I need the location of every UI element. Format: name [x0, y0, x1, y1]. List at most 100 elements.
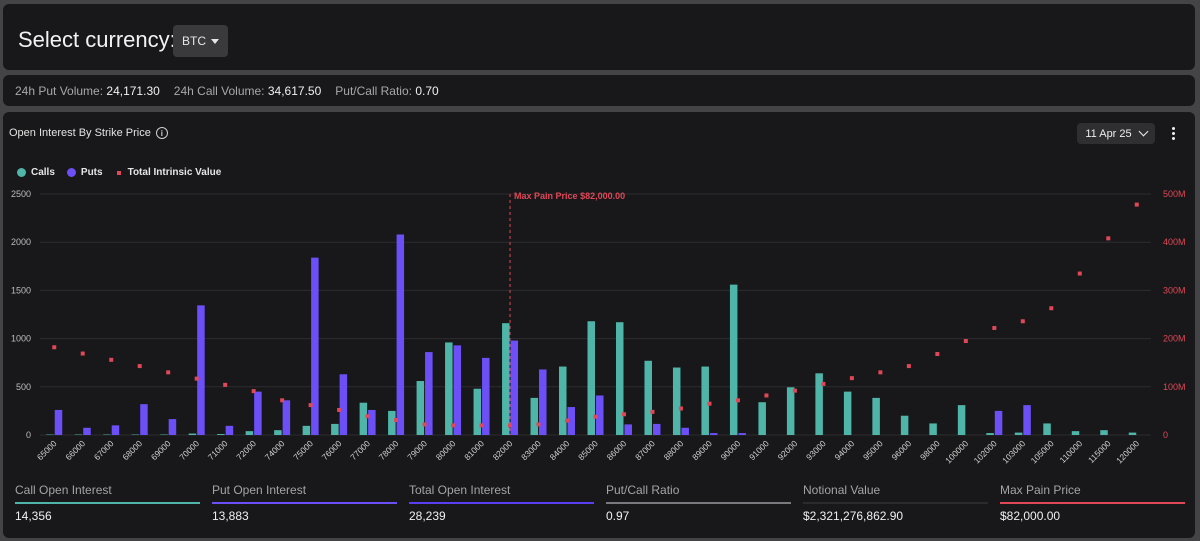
- call-bar: [502, 323, 510, 435]
- put-bar: [282, 400, 291, 435]
- call-bar: [1128, 432, 1137, 435]
- x-tick-label: 81000: [462, 438, 486, 462]
- intrinsic-point: [792, 388, 797, 393]
- call-bar: [473, 388, 482, 435]
- intrinsic-point: [678, 406, 683, 411]
- intrinsic-point: [52, 345, 57, 350]
- call-bar: [388, 410, 396, 435]
- call-bar: [445, 342, 453, 435]
- intrinsic-point: [109, 357, 114, 362]
- put-bar: [510, 340, 519, 435]
- x-tick-label: 90000: [719, 438, 743, 462]
- summary-label: Max Pain Price: [1000, 483, 1081, 497]
- call-bar: [729, 284, 738, 435]
- intrinsic-point: [166, 370, 171, 375]
- legend-puts[interactable]: Puts: [66, 167, 103, 178]
- x-tick-label: 69000: [149, 438, 173, 462]
- put-bar: [994, 410, 1003, 435]
- intrinsic-point: [878, 370, 883, 375]
- put-bar: [339, 374, 348, 435]
- call-bar: [815, 373, 823, 435]
- call-bar: [644, 360, 652, 435]
- put-bar: [567, 407, 576, 435]
- call-bar: [217, 434, 225, 435]
- call-volume-label: 24h Call Volume:: [173, 83, 265, 98]
- intrinsic-point: [992, 325, 997, 330]
- legend-calls[interactable]: Calls: [17, 167, 55, 178]
- chart-title-text: Open Interest By Strike Price: [9, 127, 151, 139]
- call-bar: [188, 433, 197, 435]
- x-tick-label: 98000: [918, 438, 942, 462]
- call-bar: [758, 402, 766, 435]
- info-icon[interactable]: i: [155, 127, 168, 139]
- call-bar: [957, 405, 966, 435]
- x-tick-label: 70000: [177, 438, 201, 462]
- expiry-date-dropdown[interactable]: 11 Apr 25: [1077, 123, 1155, 144]
- x-tick-label: 76000: [320, 438, 344, 462]
- intrinsic-point: [650, 409, 655, 414]
- put-volume-label: 24h Put Volume:: [15, 83, 104, 98]
- call-bar: [872, 397, 880, 435]
- summary-value: 0.97: [606, 509, 630, 523]
- x-tick-label: 85000: [576, 438, 600, 462]
- legend-intrinsic[interactable]: Total Intrinsic Value: [115, 167, 222, 178]
- put-bar: [652, 423, 661, 435]
- put-bar: [311, 257, 319, 435]
- summary-cell: Max Pain Price $82,000.00: [1000, 483, 1185, 528]
- intrinsic-point: [849, 376, 854, 381]
- put-bar: [197, 305, 205, 435]
- put-bar: [624, 424, 632, 435]
- intrinsic-point: [308, 403, 313, 408]
- x-tick-label: 72000: [234, 438, 258, 462]
- put-bar: [709, 433, 718, 435]
- intrinsic-point: [565, 418, 570, 423]
- intrinsic-point: [80, 351, 85, 356]
- x-tick-label: 92000: [776, 438, 800, 462]
- intrinsic-point: [194, 376, 199, 381]
- y-left-tick-label: 500: [16, 382, 31, 392]
- chart-legend: Calls Puts Total Intrinsic Value: [17, 167, 221, 178]
- y-left-tick-label: 1500: [11, 285, 31, 295]
- intrinsic-point: [906, 364, 911, 369]
- x-tick-label: 115000: [1086, 438, 1113, 465]
- call-bar: [274, 430, 282, 435]
- x-tick-label: 71000: [206, 438, 230, 462]
- call-volume-value: 34,617.50: [267, 83, 322, 98]
- legend-puts-label: Puts: [80, 167, 103, 178]
- more-options-icon[interactable]: [1165, 123, 1181, 143]
- x-tick-label: 77000: [348, 438, 372, 462]
- put-bar: [539, 369, 547, 435]
- intrinsic-point: [764, 393, 769, 398]
- intrinsic-point: [479, 423, 484, 428]
- intrinsic-point: [394, 418, 399, 423]
- call-bar: [786, 387, 795, 435]
- volume-stats-bar: 24h Put Volume: 24,171.30 24h Call Volum…: [3, 75, 1195, 106]
- call-bar: [900, 415, 909, 435]
- x-tick-label: 110000: [1058, 438, 1085, 465]
- chevron-down-icon: [1138, 126, 1149, 137]
- put-bar: [738, 433, 746, 435]
- x-tick-label: 88000: [662, 438, 686, 462]
- summary-underline: [409, 502, 594, 504]
- call-bar: [359, 402, 368, 435]
- caret-down-icon: [211, 38, 219, 44]
- x-tick-label: 102000: [972, 438, 999, 465]
- x-tick-label: 120000: [1114, 438, 1141, 465]
- intrinsic-point: [1106, 236, 1111, 241]
- legend-calls-label: Calls: [31, 167, 55, 178]
- currency-dropdown[interactable]: BTC: [173, 25, 228, 57]
- x-tick-label: 74000: [263, 438, 287, 462]
- y-right-tick-label: 100M: [1163, 382, 1186, 392]
- x-tick-label: 80000: [434, 438, 458, 462]
- intrinsic-point: [280, 398, 285, 403]
- legend-intrinsic-label: Total Intrinsic Value: [127, 167, 222, 178]
- put-bar: [681, 427, 689, 435]
- x-tick-label: 83000: [519, 438, 543, 462]
- call-bar: [986, 433, 994, 435]
- call-bar: [302, 425, 311, 435]
- put-bar: [225, 425, 234, 435]
- intrinsic-point: [1049, 306, 1054, 311]
- summary-value: 14,356: [15, 509, 52, 523]
- x-tick-label: 75000: [291, 438, 315, 462]
- intrinsic-point: [137, 364, 142, 369]
